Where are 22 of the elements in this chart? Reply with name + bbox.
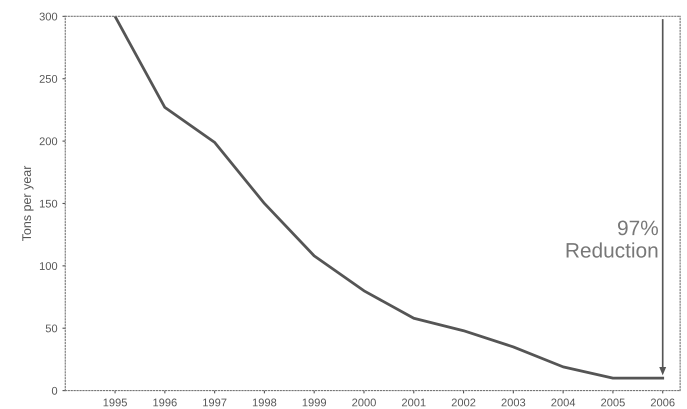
x-tick-label: 2006 <box>650 398 675 406</box>
y-axis-title: Tons per year <box>22 166 34 242</box>
x-tick-label: 1999 <box>302 398 326 406</box>
x-tick-label: 2003 <box>502 398 526 406</box>
x-tick-label: 2000 <box>352 398 376 406</box>
y-tick-label: 100 <box>40 262 58 270</box>
y-tick-label: 0 <box>52 386 58 395</box>
x-tick-label: 1995 <box>104 398 127 406</box>
y-tick-label: 150 <box>40 200 58 208</box>
x-tick-label: 2002 <box>452 398 476 406</box>
x-tick-label: 1998 <box>252 398 276 406</box>
y-tick-label: 300 <box>40 12 58 20</box>
y-tick-label: 250 <box>40 75 58 83</box>
x-tick-label: 2004 <box>551 398 576 406</box>
x-tick-label: 2001 <box>402 398 426 406</box>
x-tick-label: 2005 <box>601 398 625 406</box>
x-tick-label: 1997 <box>203 398 226 406</box>
y-tick-label: 200 <box>40 137 58 146</box>
line-series <box>114 16 664 380</box>
x-tick-label: 1996 <box>153 398 177 406</box>
annotation: 97% Reduction <box>566 220 658 258</box>
y-tick-label: 50 <box>46 324 58 332</box>
